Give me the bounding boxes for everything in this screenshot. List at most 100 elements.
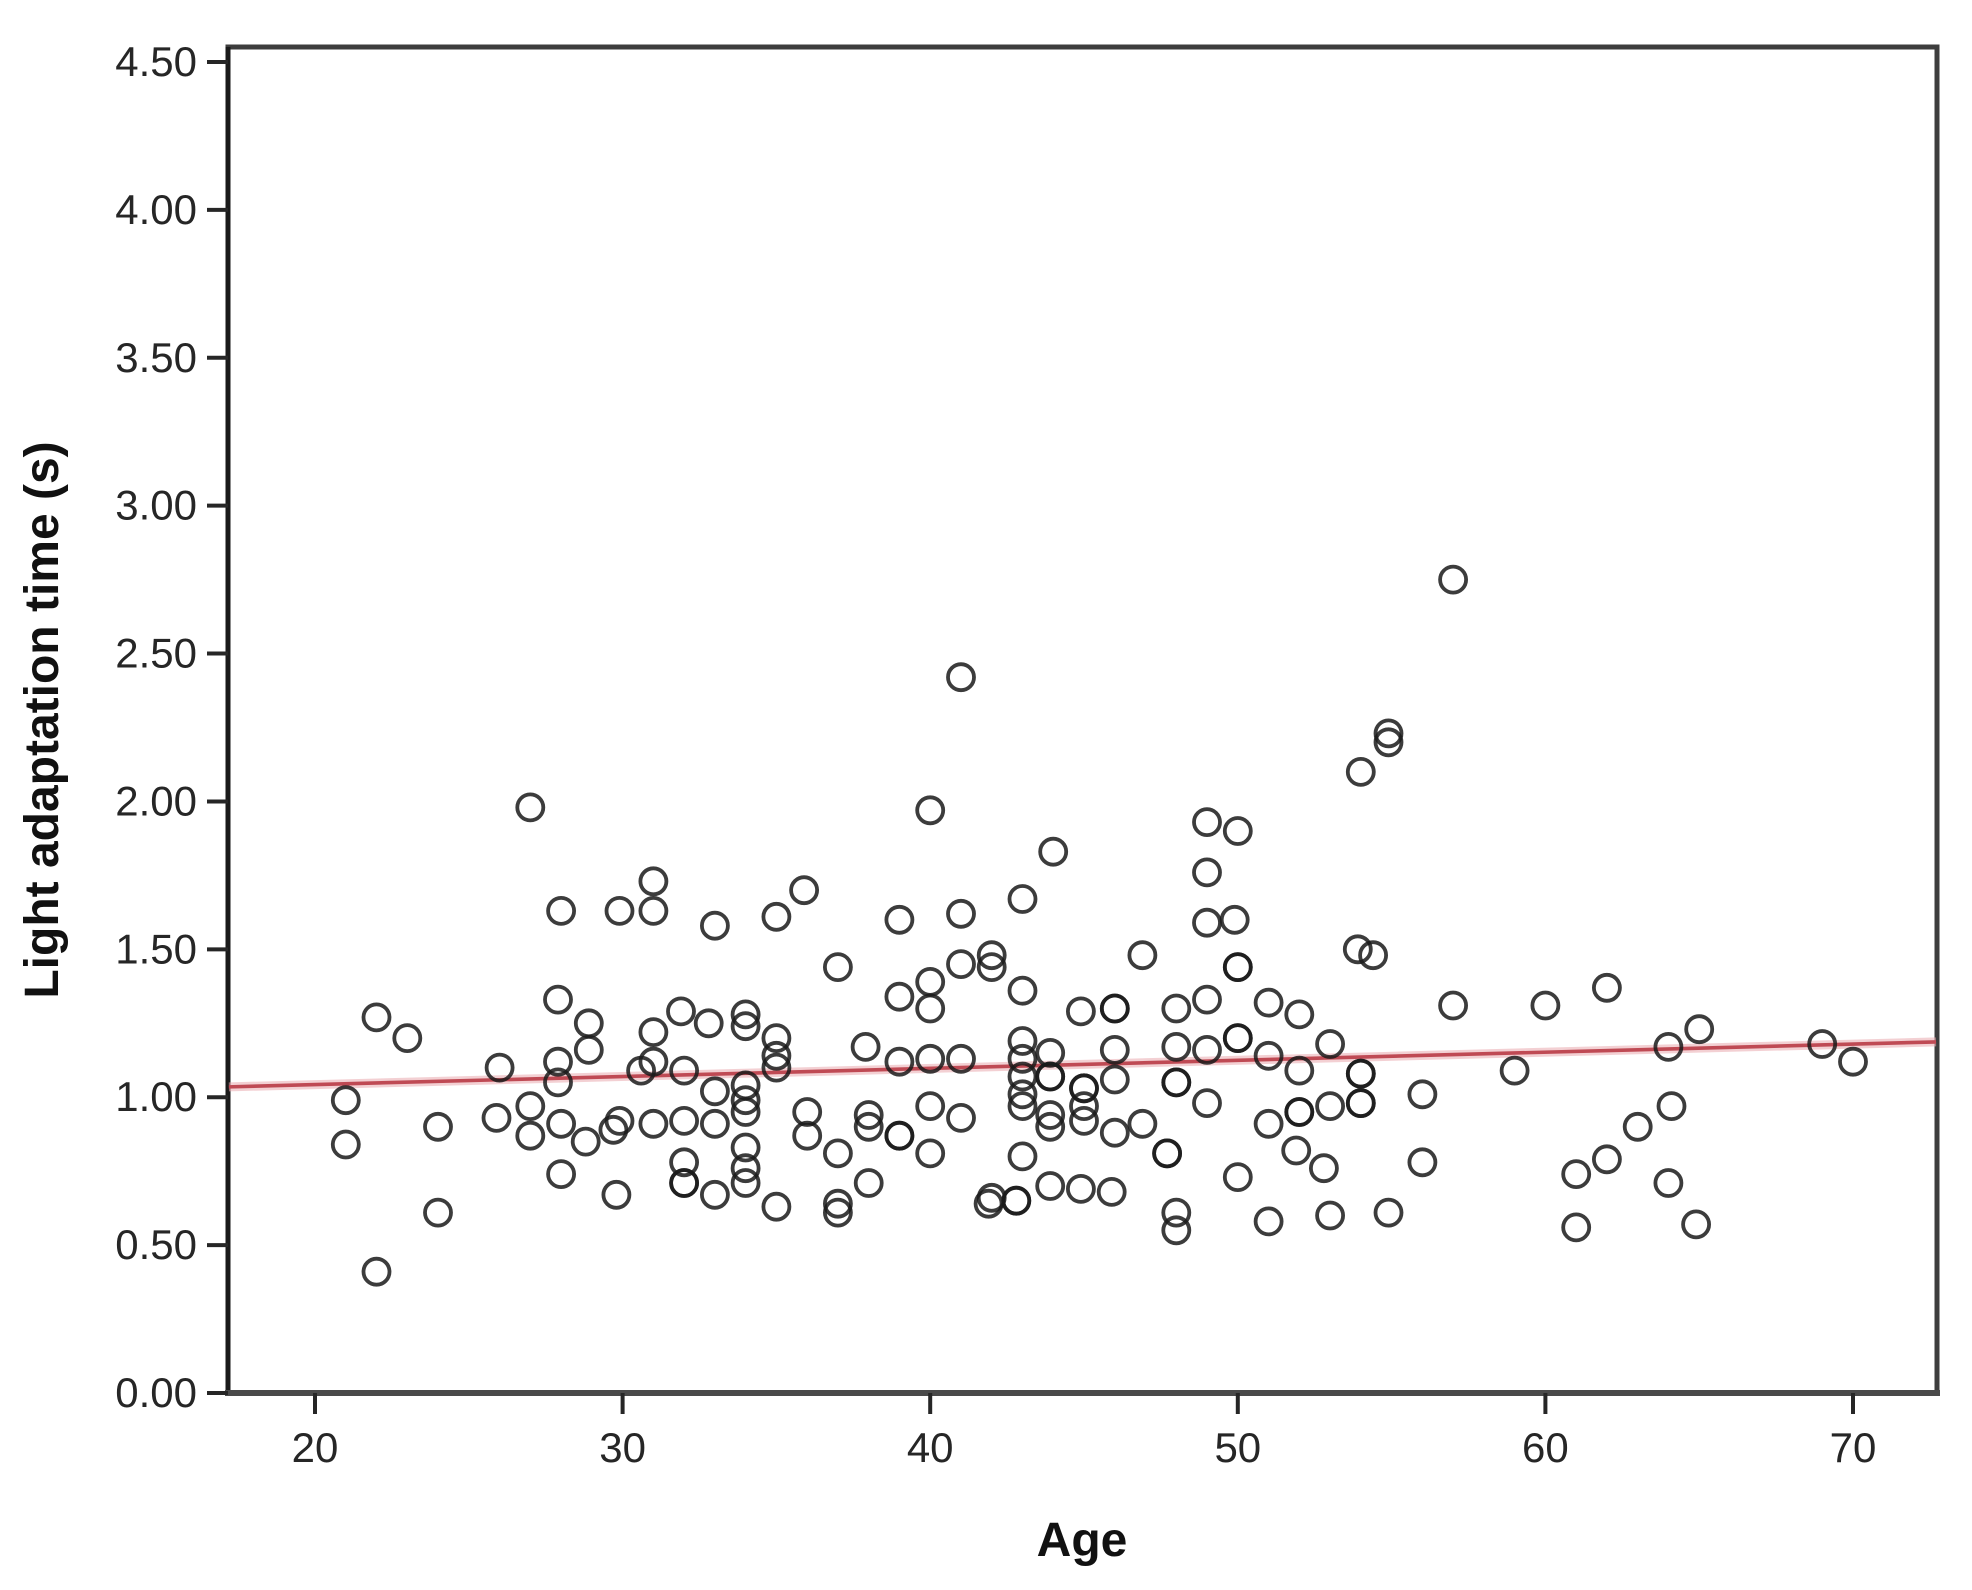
data-point [976, 940, 1007, 971]
y-tick-label: 2.00 [115, 777, 197, 824]
data-point [1684, 1014, 1715, 1045]
data-point [1069, 1073, 1099, 1104]
data-point [1035, 1100, 1066, 1130]
data-point [1192, 807, 1222, 837]
data-point [976, 952, 1007, 982]
data-point [915, 795, 946, 826]
data-point [730, 1085, 761, 1116]
data-point [946, 1043, 976, 1074]
data-point [666, 996, 696, 1027]
data-point [1192, 857, 1222, 888]
data-point [1007, 1141, 1038, 1172]
data-point [1407, 1079, 1438, 1110]
data-point [1222, 816, 1253, 846]
data-point [638, 1046, 669, 1077]
data-point [730, 1132, 761, 1163]
data-point [1807, 1029, 1838, 1059]
x-axis-tick-labels: 20 30 40 50 60 70 [292, 1424, 1877, 1471]
data-point [884, 904, 915, 935]
data-point [915, 1043, 946, 1074]
data-point [730, 1168, 761, 1198]
data-point [1161, 993, 1192, 1024]
data-point [1373, 1197, 1404, 1228]
data-point [884, 981, 915, 1012]
data-point [850, 1032, 881, 1062]
data-point [1653, 1168, 1684, 1198]
data-point [853, 1168, 884, 1198]
data-point [1315, 1091, 1345, 1121]
data-point [1161, 1197, 1192, 1228]
y-tick-label: 1.00 [115, 1073, 197, 1120]
data-point [1222, 1023, 1253, 1053]
data-point [1219, 904, 1250, 935]
data-point [638, 896, 669, 926]
data-point [481, 1103, 512, 1133]
data-point [515, 792, 546, 823]
fit-line [228, 1040, 1937, 1089]
data-point [1099, 1064, 1130, 1095]
fit-line-group [228, 1037, 1937, 1092]
data-point [915, 993, 946, 1024]
x-tick-label: 30 [599, 1424, 646, 1471]
data-point [330, 1129, 361, 1160]
data-point [1038, 836, 1069, 867]
data-point [853, 1100, 884, 1130]
data-point [823, 1188, 853, 1219]
data-point [853, 1111, 884, 1142]
data-point [1253, 1108, 1284, 1139]
data-point [1373, 718, 1404, 749]
data-point [730, 1097, 761, 1127]
data-point [669, 1168, 699, 1198]
data-point [601, 1179, 632, 1210]
data-point [915, 1138, 946, 1169]
data-point [730, 1011, 761, 1042]
data-point [915, 967, 946, 997]
data-point [638, 1017, 669, 1047]
data-point [1192, 1088, 1222, 1118]
data-point [1127, 940, 1158, 971]
data-point [1099, 993, 1130, 1024]
data-point [1001, 1185, 1032, 1216]
data-point [638, 1108, 669, 1139]
data-point [761, 901, 792, 932]
data-point [546, 896, 576, 926]
data-point [638, 866, 669, 897]
data-point [570, 1126, 601, 1157]
data-point [700, 1108, 730, 1139]
data-point [1345, 1058, 1376, 1089]
data-point [789, 875, 819, 906]
data-point [946, 1103, 976, 1133]
data-point [573, 1008, 604, 1039]
data-point [1066, 996, 1096, 1027]
data-point [1284, 1097, 1315, 1127]
data-point [761, 1191, 792, 1222]
data-point [1035, 1171, 1066, 1201]
data-point [884, 1120, 915, 1151]
data-point [1681, 1209, 1711, 1240]
y-tick-label: 2.50 [115, 630, 197, 677]
data-point [1358, 940, 1388, 971]
data-point [1161, 1215, 1192, 1246]
data-point [1035, 1111, 1066, 1142]
data-point [1284, 999, 1315, 1030]
data-point [1035, 1061, 1066, 1092]
data-point [884, 1046, 915, 1077]
data-point [1099, 1035, 1130, 1065]
data-point [1161, 1032, 1192, 1062]
data-point [1561, 1159, 1592, 1189]
y-tick-label: 4.50 [115, 38, 197, 85]
data-point [915, 1091, 946, 1121]
data-point [761, 1040, 792, 1071]
data-point [392, 1023, 423, 1053]
data-point [946, 949, 976, 979]
data-point [1345, 1088, 1376, 1118]
data-point [1152, 1138, 1182, 1169]
data-point [1161, 1067, 1192, 1098]
data-point [761, 1023, 792, 1053]
data-point [330, 1085, 361, 1116]
y-tick-label: 3.00 [115, 482, 197, 529]
data-point [423, 1111, 453, 1142]
data-point [823, 952, 853, 982]
